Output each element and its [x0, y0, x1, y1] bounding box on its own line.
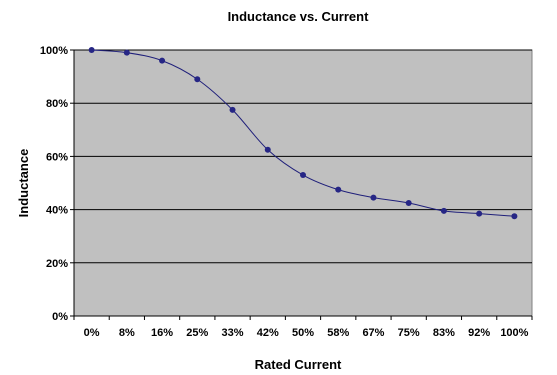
y-tick-label: 20% — [46, 258, 68, 270]
series-inductance — [88, 47, 518, 220]
x-axis: 0% 8% 16% 25% 33% 42% 50% 58% 67% 75% 83% 92% 100% — [73, 315, 533, 339]
y-axis-title: Inductance — [16, 149, 31, 218]
x-tick-label: 16% — [151, 327, 173, 339]
data-point — [370, 194, 377, 201]
data-point — [229, 106, 236, 113]
x-tick-label: 8% — [119, 327, 135, 339]
data-point — [123, 49, 130, 56]
x-tick-label: 42% — [257, 327, 279, 339]
data-point — [511, 213, 518, 220]
chart-title: Inductance vs. Current — [228, 9, 370, 24]
data-point — [264, 146, 271, 153]
x-tick-label: 100% — [500, 327, 528, 339]
x-tick-label: 83% — [433, 327, 455, 339]
gridlines — [74, 49, 532, 264]
x-axis-title: Rated Current — [255, 357, 342, 372]
y-tick-label: 40% — [46, 205, 68, 217]
data-point — [440, 207, 447, 214]
plot-area — [73, 49, 533, 317]
data-point — [194, 76, 201, 83]
x-tick-label: 50% — [292, 327, 314, 339]
data-point — [335, 186, 342, 193]
x-tick-label: 75% — [398, 327, 420, 339]
data-point — [476, 210, 483, 217]
y-axis: 0% 20% 40% 60% 80% 100% — [40, 45, 75, 323]
data-point — [88, 47, 95, 53]
data-point — [300, 172, 306, 179]
data-point — [405, 199, 412, 206]
y-tick-label: 0% — [52, 311, 68, 323]
x-tick-label: 58% — [327, 327, 349, 339]
x-tick-label: 33% — [222, 327, 244, 339]
x-tick-label: 0% — [84, 327, 100, 339]
y-tick-label: 80% — [46, 98, 68, 110]
y-tick-label: 60% — [46, 151, 68, 163]
x-tick-label: 67% — [362, 327, 384, 339]
data-point — [159, 57, 166, 64]
x-tick-label: 25% — [186, 327, 208, 339]
y-tick-label: 100% — [40, 45, 68, 57]
x-tick-label: 92% — [468, 327, 490, 339]
